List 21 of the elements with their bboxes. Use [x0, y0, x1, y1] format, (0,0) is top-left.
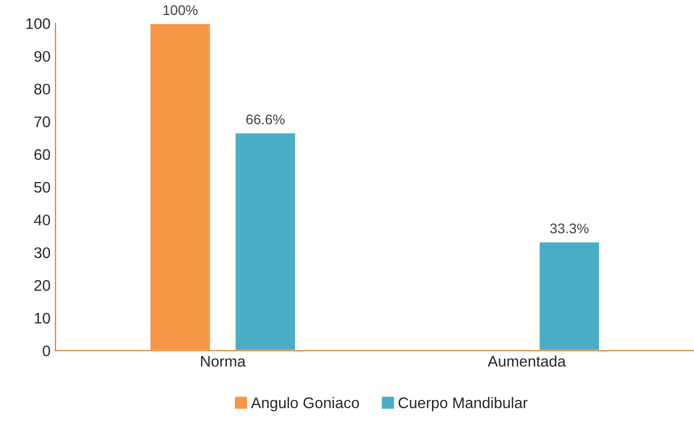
bar [149, 23, 212, 351]
y-tick-label: 0 [42, 345, 50, 356]
data-label: 100% [163, 5, 198, 16]
y-tick-label: 50 [34, 182, 50, 193]
x-tick-label: Norma [201, 356, 246, 367]
legend-label: Angulo Goniaco [250, 397, 359, 412]
bar [234, 132, 296, 351]
y-tick-label: 90 [34, 50, 50, 62]
y-tick-label: 10 [34, 312, 50, 324]
data-label: 66.6% [246, 114, 285, 124]
y-tick-label: 70 [34, 116, 50, 128]
legend-label: Cuerpo Mandibular [398, 397, 528, 412]
y-tick-label: 80 [34, 84, 50, 95]
bar [538, 240, 600, 351]
data-label: 33.3% [550, 224, 589, 234]
y-tick-label: 30 [34, 247, 50, 258]
y-tick-label: 100 [26, 18, 50, 30]
y-tick-label: 40 [34, 214, 50, 226]
x-tick-label: Aumentada [488, 355, 566, 367]
y-tick-label: 60 [34, 149, 50, 160]
y-tick-label: 20 [34, 280, 50, 291]
